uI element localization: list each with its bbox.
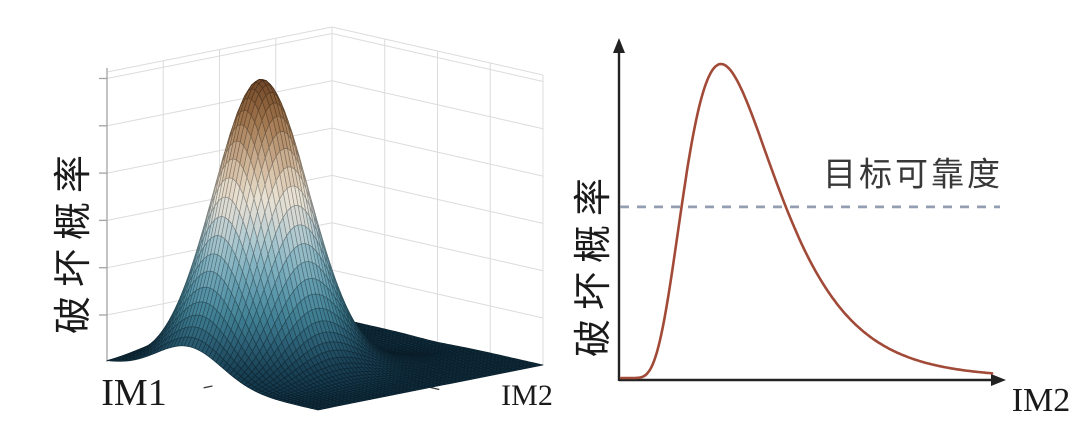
- left-x-axis-label: IM1: [101, 372, 167, 414]
- left-z-axis-label: 破坏概率: [53, 145, 95, 335]
- right-y-axis-label: 破坏概率: [573, 168, 615, 358]
- x-axis-arrow-icon: [991, 374, 1006, 386]
- target-reliability-label: 目标可靠度: [823, 157, 1003, 194]
- left-y-axis-label: IM2: [501, 379, 553, 412]
- y-axis-arrow-icon: [613, 38, 625, 53]
- right-x-axis-label: IM2: [1011, 382, 1071, 419]
- failure-probability-curve: [619, 62, 994, 380]
